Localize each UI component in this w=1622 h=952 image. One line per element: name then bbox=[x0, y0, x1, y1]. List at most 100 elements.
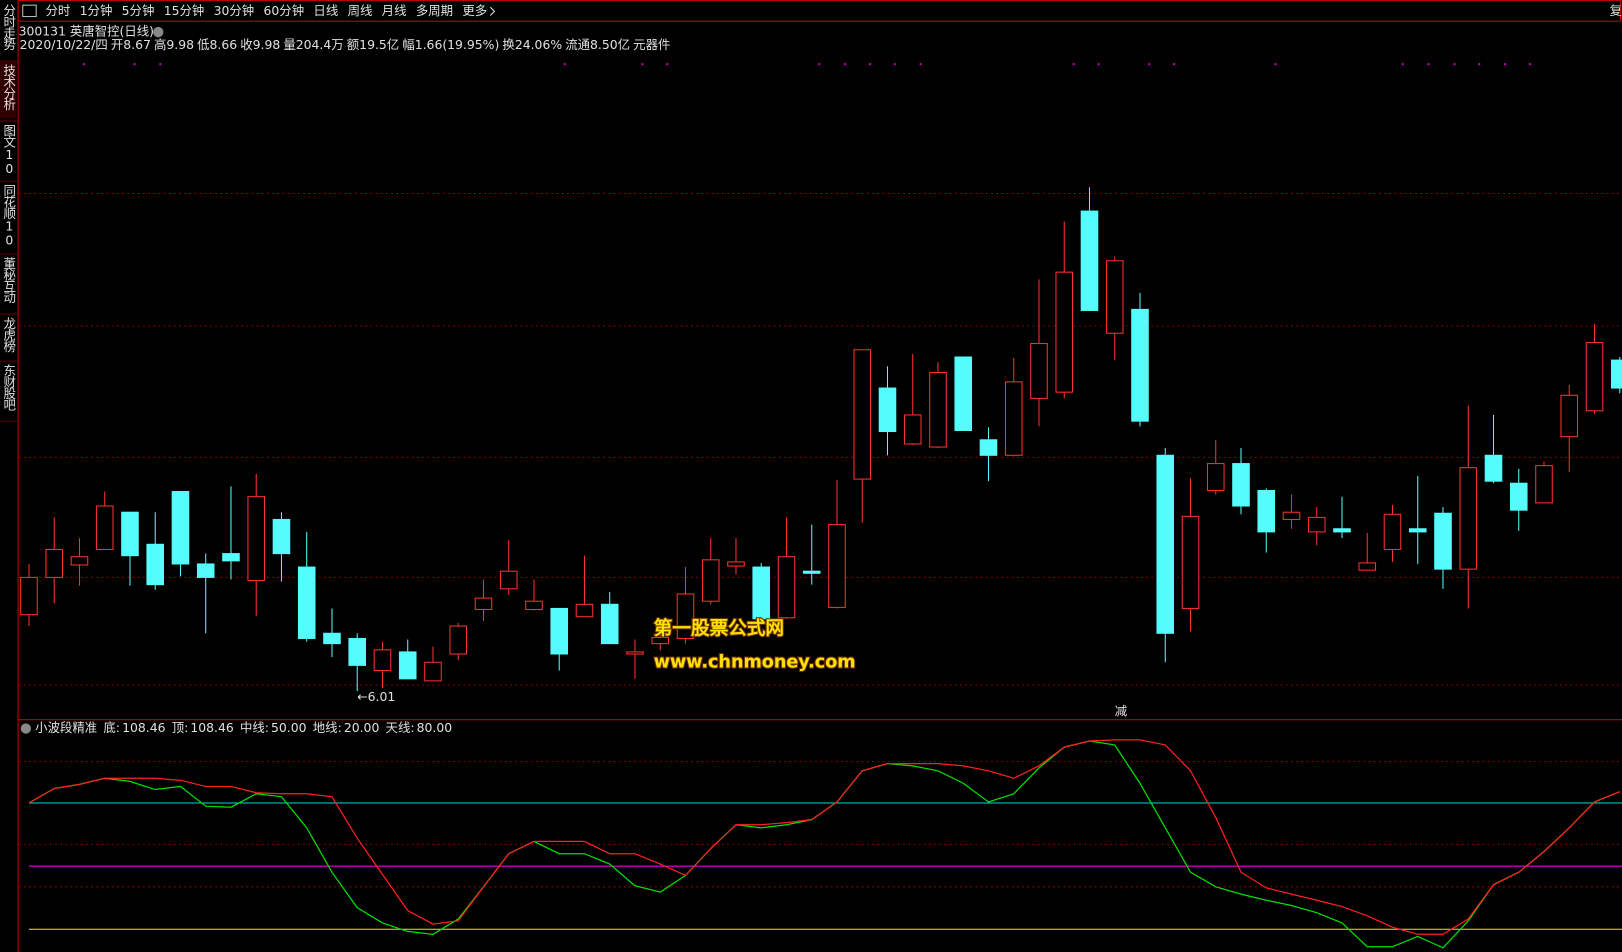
candle-body bbox=[323, 632, 341, 645]
candle-body bbox=[853, 349, 872, 480]
sidebar-tab[interactable]: 分时走势 bbox=[2, 4, 17, 50]
signal-dot bbox=[641, 63, 644, 66]
toolbar-tab[interactable]: 1分钟 bbox=[80, 3, 113, 18]
signal-dot bbox=[1072, 63, 1075, 66]
sidebar-tab[interactable]: 东财股吧 bbox=[2, 364, 17, 410]
quote-field: 2020/10/22/四 bbox=[20, 37, 108, 52]
indicator-label: 天线: bbox=[386, 720, 415, 735]
candle-body bbox=[1105, 260, 1124, 334]
signal-dot bbox=[1097, 63, 1100, 66]
watermark-cn: 第一股票公式网 bbox=[654, 618, 784, 640]
toolbar-right[interactable]: 复 bbox=[1610, 3, 1622, 18]
toolbar-tab[interactable]: 分时 bbox=[46, 3, 71, 18]
toolbar-tab[interactable]: 5分钟 bbox=[122, 3, 155, 18]
candle-body bbox=[499, 570, 518, 590]
signal-dot bbox=[1528, 63, 1531, 66]
candle-body bbox=[1004, 381, 1023, 456]
indicator-label: 地线: bbox=[313, 720, 342, 735]
candle-body bbox=[1383, 513, 1402, 550]
sidebar-active-bg bbox=[0, 62, 17, 118]
candle-body bbox=[1459, 467, 1478, 570]
candle-body bbox=[121, 511, 139, 557]
candle-body bbox=[954, 356, 973, 431]
signal-dot bbox=[82, 63, 85, 66]
candle-body bbox=[626, 651, 644, 655]
candle-body bbox=[449, 625, 468, 655]
signal-dot bbox=[868, 63, 871, 66]
signal-dot bbox=[1401, 63, 1404, 66]
candle-body bbox=[70, 556, 89, 566]
quote-field: 流通8.50亿 bbox=[565, 37, 630, 52]
toolbar-tab[interactable]: 60分钟 bbox=[264, 3, 305, 18]
candle-body bbox=[802, 570, 821, 574]
candle-body bbox=[929, 372, 947, 448]
candle-body bbox=[1434, 512, 1452, 570]
toolbar-tab[interactable]: 周线 bbox=[348, 3, 373, 18]
quote-field: 开8.67 bbox=[111, 37, 151, 52]
chevron bbox=[489, 6, 496, 16]
indicator-value: 50.00 bbox=[271, 720, 307, 735]
indicator-label: 顶: bbox=[172, 720, 189, 735]
sidebar-tab[interactable]: 同花顺10 bbox=[2, 184, 17, 246]
candle-body bbox=[701, 559, 720, 602]
candle-body bbox=[1333, 528, 1351, 533]
annotation: ←6.01 bbox=[357, 689, 395, 704]
candle-body bbox=[1080, 210, 1099, 311]
signal-dot bbox=[818, 63, 821, 66]
toolbar-tab[interactable]: 15分钟 bbox=[164, 3, 205, 18]
candle-body bbox=[550, 607, 569, 655]
toolbar-tab[interactable]: 多周期 bbox=[416, 3, 453, 18]
sidebar-tab[interactable]: 龙虎榜 bbox=[2, 317, 17, 353]
candle-body bbox=[45, 548, 64, 578]
quote-field: 幅1.66(19.95%) bbox=[402, 37, 499, 52]
candle-body bbox=[525, 600, 543, 611]
quote-field: 收9.98 bbox=[240, 37, 280, 52]
toolbar-tab[interactable]: 30分钟 bbox=[214, 3, 255, 18]
quote-field: 换24.06% bbox=[502, 37, 562, 52]
sidebar-tab[interactable]: 图文10 bbox=[2, 124, 17, 175]
signal-dot bbox=[563, 63, 566, 66]
sidebar-tab[interactable]: 董秘互动 bbox=[2, 257, 17, 304]
candle-body bbox=[1484, 454, 1503, 482]
signal-dot bbox=[1173, 63, 1176, 66]
candle-body bbox=[575, 603, 594, 618]
candle-body bbox=[1131, 308, 1149, 422]
indicator-icon[interactable] bbox=[20, 723, 32, 734]
candle-body bbox=[651, 636, 670, 645]
sidebar-tab[interactable]: 技术分析 bbox=[2, 64, 17, 111]
candle-body bbox=[1030, 343, 1048, 399]
signal-dot bbox=[1148, 63, 1151, 66]
candle-body bbox=[20, 576, 38, 616]
toolbar-icon[interactable] bbox=[22, 4, 37, 18]
candle-body bbox=[1509, 482, 1528, 511]
indicator-name: 小波段精准 bbox=[35, 720, 97, 735]
indicator-value: 108.46 bbox=[190, 720, 234, 735]
candle-body bbox=[1055, 271, 1074, 393]
candle-body bbox=[348, 637, 367, 666]
signal-dot bbox=[1453, 63, 1456, 66]
candle-body bbox=[1610, 359, 1622, 389]
candle-body bbox=[1181, 515, 1200, 609]
signal-dot bbox=[919, 63, 922, 66]
candle-body bbox=[1535, 465, 1553, 504]
candle-body bbox=[1156, 454, 1175, 634]
candle-body bbox=[752, 566, 771, 620]
dropdown-icon[interactable] bbox=[153, 26, 164, 38]
quote-title: 300131 英唐智控(日线) bbox=[19, 24, 154, 39]
signal-dot bbox=[666, 63, 669, 66]
indicator-label: 中线: bbox=[240, 720, 269, 735]
candle-body bbox=[247, 496, 266, 582]
candle-body bbox=[1282, 511, 1301, 520]
candle-body bbox=[398, 651, 417, 680]
watermark-url: www.chnmoney.com bbox=[654, 652, 856, 672]
candle-body bbox=[1585, 341, 1604, 412]
candle-body bbox=[196, 563, 215, 578]
toolbar-tab[interactable]: 月线 bbox=[382, 3, 407, 18]
signal-dot bbox=[1504, 63, 1507, 66]
candle-body bbox=[600, 603, 619, 645]
toolbar-tab[interactable]: 日线 bbox=[313, 3, 338, 18]
toolbar-tab[interactable]: 更多 bbox=[462, 3, 487, 18]
candle-body bbox=[828, 524, 846, 608]
